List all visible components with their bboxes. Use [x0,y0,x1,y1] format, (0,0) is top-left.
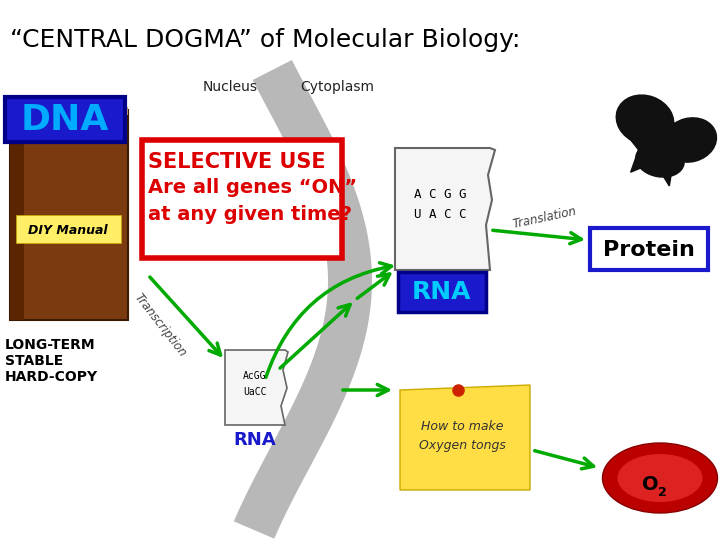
FancyBboxPatch shape [398,272,486,312]
FancyBboxPatch shape [10,107,128,115]
Ellipse shape [635,142,685,178]
Text: STABLE: STABLE [5,354,63,368]
Polygon shape [225,350,288,425]
Text: RNA: RNA [413,280,472,304]
Ellipse shape [616,94,675,146]
Text: “CENTRAL DOGMA” of Molecular Biology:: “CENTRAL DOGMA” of Molecular Biology: [10,28,521,52]
Text: at any given time?: at any given time? [148,205,352,224]
Text: A C G G: A C G G [414,188,467,201]
FancyBboxPatch shape [16,215,121,243]
Text: Translation: Translation [512,205,578,231]
Polygon shape [400,385,530,490]
Text: U A C C: U A C C [414,208,467,221]
Polygon shape [395,148,495,270]
Text: Are all genes “ON”: Are all genes “ON” [148,178,357,197]
Polygon shape [626,104,696,186]
Text: UaCC: UaCC [243,387,266,397]
Ellipse shape [603,443,718,513]
Text: DIY Manual: DIY Manual [28,225,108,238]
Text: RNA: RNA [234,431,276,449]
FancyBboxPatch shape [10,110,24,320]
Text: DNA: DNA [21,103,109,137]
FancyBboxPatch shape [142,140,342,258]
Text: AcGG: AcGG [243,371,266,381]
FancyBboxPatch shape [590,228,708,270]
FancyBboxPatch shape [10,110,128,320]
Text: Cytoplasm: Cytoplasm [300,80,374,94]
Text: Transcription: Transcription [131,291,189,359]
Text: LONG-TERM: LONG-TERM [5,338,96,352]
Text: 2: 2 [657,485,667,498]
Ellipse shape [618,454,703,502]
Text: How to make: How to make [420,421,503,434]
Text: HARD-COPY: HARD-COPY [5,370,98,384]
Text: SELECTIVE USE: SELECTIVE USE [148,152,325,172]
Ellipse shape [663,117,717,163]
Text: O: O [642,476,658,495]
Text: Protein: Protein [603,240,695,260]
Polygon shape [234,60,372,539]
Text: Nucleus: Nucleus [203,80,258,94]
Text: Oxygen tongs: Oxygen tongs [418,440,505,453]
FancyBboxPatch shape [5,97,125,142]
Polygon shape [648,133,672,158]
